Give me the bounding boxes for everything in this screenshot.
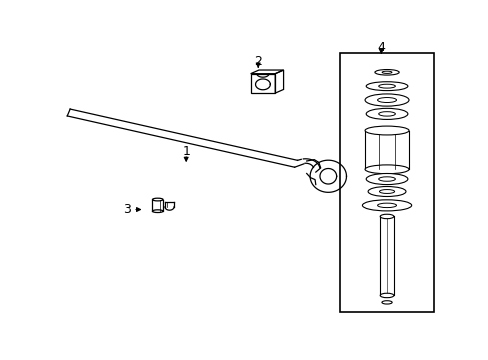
Ellipse shape — [366, 174, 407, 185]
Ellipse shape — [379, 190, 394, 193]
Ellipse shape — [377, 203, 396, 208]
Ellipse shape — [366, 82, 407, 91]
Ellipse shape — [381, 301, 391, 304]
Text: 2: 2 — [254, 55, 262, 68]
Ellipse shape — [152, 198, 163, 201]
Bar — [339, 53, 433, 312]
Text: 3: 3 — [123, 203, 131, 216]
Ellipse shape — [380, 214, 393, 219]
Ellipse shape — [378, 177, 395, 181]
Text: 1: 1 — [182, 145, 190, 158]
Ellipse shape — [362, 200, 411, 211]
Ellipse shape — [365, 126, 408, 135]
Ellipse shape — [377, 98, 396, 103]
Ellipse shape — [381, 71, 391, 73]
Ellipse shape — [365, 165, 408, 174]
Ellipse shape — [378, 112, 395, 116]
Text: 4: 4 — [377, 41, 385, 54]
Ellipse shape — [367, 186, 405, 197]
Ellipse shape — [152, 210, 163, 212]
Ellipse shape — [380, 293, 393, 298]
Ellipse shape — [374, 69, 398, 75]
Ellipse shape — [378, 84, 395, 88]
Ellipse shape — [366, 108, 407, 120]
Ellipse shape — [365, 94, 408, 106]
